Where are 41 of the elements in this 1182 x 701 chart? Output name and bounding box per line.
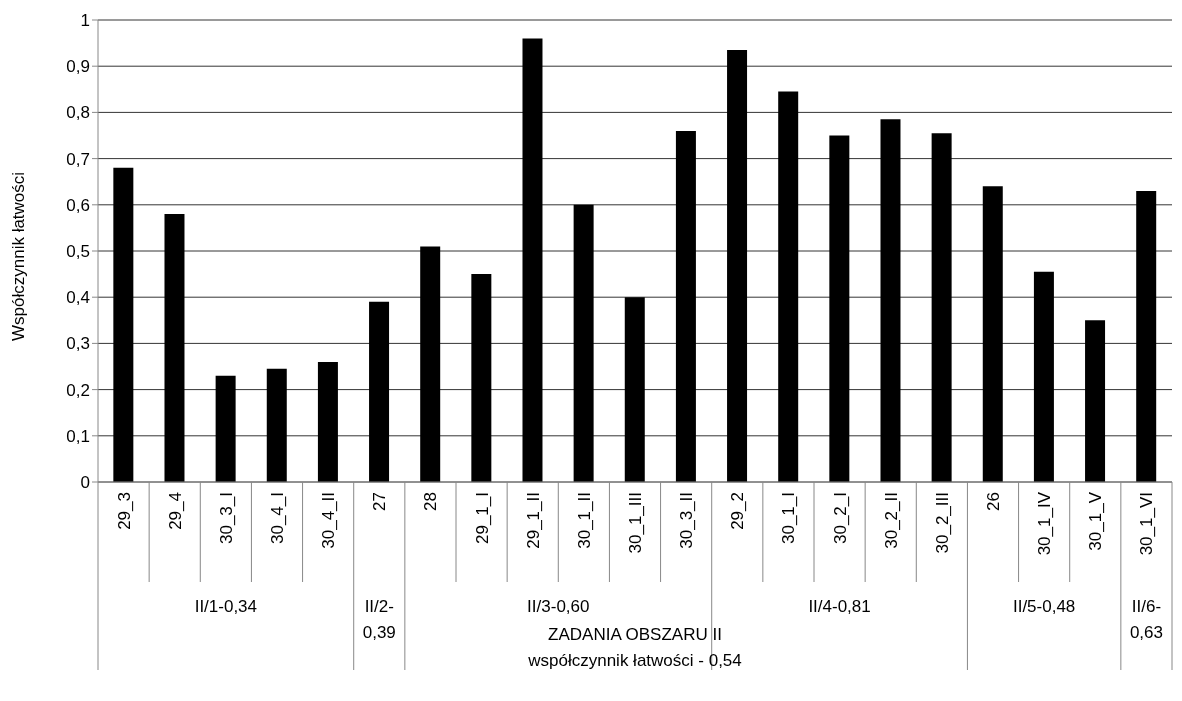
text: współczynnik łatwości - 0,54 bbox=[527, 651, 742, 670]
x-tick-label: 30_1_IV bbox=[1035, 491, 1055, 556]
x-tick-label: 30_1_I bbox=[779, 492, 799, 544]
x-tick-label: 30_1_VI bbox=[1137, 492, 1157, 556]
y-tick-label: 0,2 bbox=[66, 380, 90, 400]
x-tick-label: 29_3 bbox=[114, 492, 134, 530]
x-tick-label: 30_2_II bbox=[881, 492, 901, 549]
text: II/3-0,60 bbox=[527, 597, 590, 616]
x-tick-label: 29_1_II bbox=[523, 492, 543, 549]
y-tick-label: 0,5 bbox=[66, 242, 90, 262]
x-tick-label: 29_4 bbox=[165, 492, 185, 530]
text: II/6-0,63 bbox=[1129, 597, 1163, 642]
x-tick-label: 30_2_I bbox=[830, 492, 850, 544]
y-tick-label: 0,4 bbox=[66, 288, 90, 308]
x-tick-label: 27 bbox=[370, 492, 390, 511]
x-tick-label: 30_1_V bbox=[1086, 491, 1106, 551]
y-axis-title: Współczynnik łatwości bbox=[9, 171, 29, 341]
x-tick-label: 29_1_I bbox=[472, 492, 492, 544]
y-tick-label: 0,8 bbox=[66, 103, 90, 123]
x-tick-label: 26 bbox=[984, 492, 1003, 511]
text: II/5-0,48 bbox=[1012, 597, 1076, 616]
x-tick-label: 30_1_II bbox=[574, 492, 594, 549]
y-tick-label: 0,7 bbox=[66, 149, 90, 169]
y-tick-label: 0 bbox=[80, 473, 90, 493]
x-tick-label: 29_2 bbox=[728, 492, 748, 530]
y-tick-label: 0,6 bbox=[66, 195, 90, 215]
y-tick-label: 0,1 bbox=[66, 426, 90, 446]
text: II/4-0,81 bbox=[808, 597, 871, 616]
x-tick-label: 30_3_I bbox=[216, 492, 236, 544]
y-tick-label: 0,3 bbox=[66, 334, 90, 354]
x-tick-label: 28 bbox=[421, 492, 441, 511]
x-tick-label: 30_3_II bbox=[677, 492, 697, 549]
x-tick-label: 30_2_III bbox=[932, 492, 952, 554]
y-tick-label: 1 bbox=[80, 11, 90, 31]
text: II/1-0,34 bbox=[194, 597, 258, 616]
x-tick-label: 30_4_II bbox=[319, 492, 339, 549]
x-tick-label: 30_4_I bbox=[268, 492, 287, 544]
x-axis-title: ZADANIA OBSZARU II bbox=[548, 625, 722, 644]
text: II/2-0,39 bbox=[362, 597, 396, 642]
y-tick-label: 0,9 bbox=[66, 57, 90, 77]
x-tick-label: 30_1_III bbox=[626, 492, 645, 554]
